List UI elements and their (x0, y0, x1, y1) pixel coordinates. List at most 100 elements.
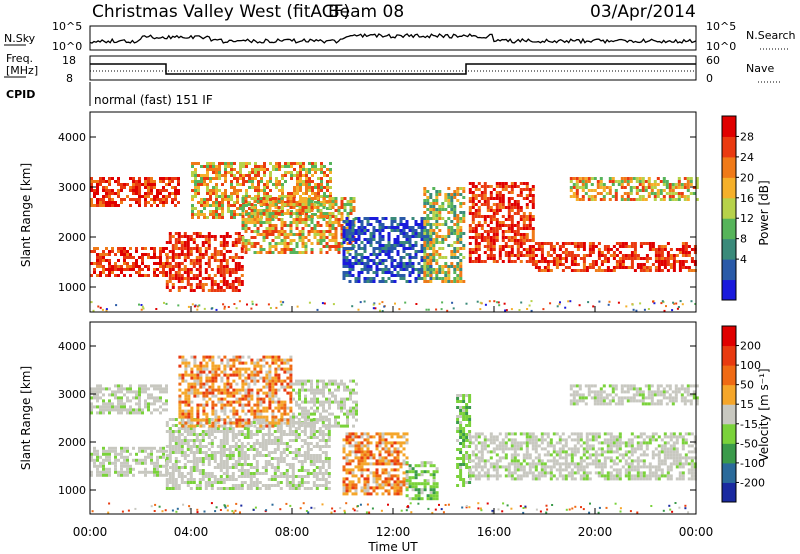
data-cell (279, 472, 283, 475)
data-cell (379, 309, 381, 312)
data-cell (234, 442, 238, 445)
data-cell (190, 421, 194, 425)
data-cell (211, 424, 215, 428)
data-cell (672, 269, 676, 272)
data-cell (199, 370, 203, 374)
data-cell (108, 399, 111, 403)
data-cell (241, 221, 245, 224)
data-cell (357, 217, 361, 220)
data-cell (582, 248, 586, 251)
data-cell (325, 242, 329, 245)
data-cell (258, 430, 262, 433)
data-cell (612, 251, 616, 254)
data-cell (210, 268, 214, 271)
data-cell (240, 256, 244, 259)
data-cell (287, 192, 290, 195)
data-cell (468, 227, 472, 230)
data-cell (486, 185, 490, 188)
data-cell (402, 232, 406, 235)
data-cell (459, 229, 463, 232)
data-cell (243, 469, 247, 472)
data-cell (531, 236, 535, 239)
data-cell (662, 189, 666, 192)
data-cell (177, 192, 180, 195)
data-cell (495, 197, 499, 200)
data-cell (402, 223, 406, 226)
data-cell (543, 242, 547, 245)
data-cell (171, 192, 174, 195)
data-cell (510, 260, 514, 263)
data-cell (141, 253, 144, 256)
data-cell (243, 451, 247, 454)
data-cell (201, 436, 205, 439)
data-cell (477, 200, 481, 203)
data-cell (222, 268, 226, 271)
data-cell (256, 227, 260, 230)
data-cell (504, 188, 508, 191)
data-cell (126, 411, 129, 415)
data-cell (474, 236, 478, 239)
data-cell (531, 233, 535, 236)
data-cell (233, 213, 236, 216)
data-cell (402, 217, 406, 220)
data-cell (138, 390, 141, 394)
data-cell (162, 473, 165, 477)
data-cell (579, 242, 583, 245)
data-cell (522, 224, 526, 227)
data-cell (297, 454, 301, 457)
data-cell (163, 301, 165, 304)
data-cell (504, 218, 508, 221)
data-cell (324, 451, 328, 454)
data-cell (141, 411, 144, 415)
data-cell (108, 446, 111, 450)
data-cell (201, 469, 205, 472)
data-cell (657, 263, 661, 266)
data-cell (301, 239, 305, 242)
data-cell (232, 409, 236, 413)
data-cell (123, 274, 126, 277)
data-cell (147, 186, 150, 189)
data-cell (489, 242, 493, 245)
data-cell (513, 212, 517, 215)
data-cell (201, 439, 205, 442)
data-cell (177, 286, 181, 289)
data-cell (168, 442, 172, 445)
data-cell (171, 265, 175, 268)
data-cell (618, 242, 622, 245)
data-cell (93, 180, 96, 183)
data-cell (184, 400, 188, 404)
data-cell (273, 451, 277, 454)
data-cell (674, 186, 678, 189)
data-cell (233, 303, 236, 305)
data-cell (633, 251, 637, 254)
data-cell (225, 250, 229, 253)
data-cell (295, 242, 299, 245)
data-cell (272, 168, 275, 171)
data-cell (213, 247, 217, 250)
data-cell (587, 198, 591, 201)
data-cell (272, 201, 275, 204)
data-cell (525, 233, 529, 236)
data-cell (251, 180, 254, 183)
data-cell (197, 162, 200, 165)
data-cell (281, 183, 284, 186)
data-cell (240, 445, 244, 448)
data-cell (159, 473, 162, 477)
data-cell (178, 403, 182, 407)
data-cell (414, 268, 418, 271)
data-cell (289, 212, 293, 215)
data-cell (693, 248, 697, 251)
data-cell (581, 195, 585, 198)
data-cell (99, 262, 102, 265)
data-cell (288, 466, 292, 469)
data-cell (405, 223, 409, 226)
data-cell (126, 455, 129, 459)
data-cell (201, 451, 205, 454)
data-cell (183, 442, 187, 445)
data-cell (423, 211, 427, 214)
data-cell (259, 245, 263, 248)
data-cell (423, 262, 427, 265)
data-cell (96, 189, 99, 192)
data-cell (420, 247, 424, 250)
data-cell (310, 203, 314, 206)
